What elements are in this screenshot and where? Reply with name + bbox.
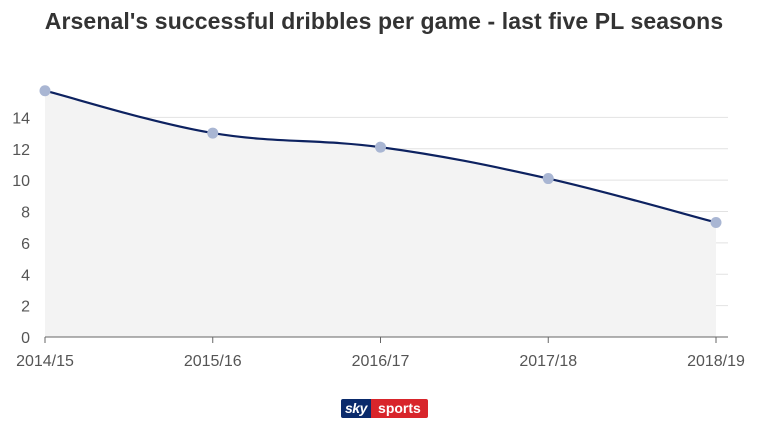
data-point[interactable]	[710, 216, 722, 228]
y-tick-label: 8	[21, 205, 30, 222]
x-tick-label: 2016/17	[352, 353, 410, 370]
logo-sports-text: sports	[370, 399, 428, 418]
y-tick-label: 10	[12, 173, 30, 190]
data-point[interactable]	[542, 173, 554, 185]
chart-title: Arsenal's successful dribbles per game -…	[44, 8, 724, 34]
y-tick-label: 2	[21, 299, 30, 316]
series-area	[45, 90, 716, 337]
data-point[interactable]	[207, 127, 219, 139]
y-tick-label: 4	[21, 267, 30, 284]
y-tick-label: 12	[12, 142, 30, 159]
y-tick-label: 14	[12, 110, 30, 127]
data-point[interactable]	[375, 141, 386, 153]
x-tick-label: 2015/16	[184, 353, 242, 370]
sky-sports-logo: sky sports	[341, 399, 428, 418]
y-tick-label: 6	[21, 236, 30, 253]
x-tick-label: 2014/15	[16, 353, 74, 370]
data-point[interactable]	[39, 85, 51, 97]
x-tick-label: 2017/18	[519, 353, 577, 370]
logo-sky-text: sky	[341, 399, 371, 418]
y-tick-label: 0	[21, 330, 30, 347]
x-tick-label: 2018/19	[687, 353, 745, 370]
